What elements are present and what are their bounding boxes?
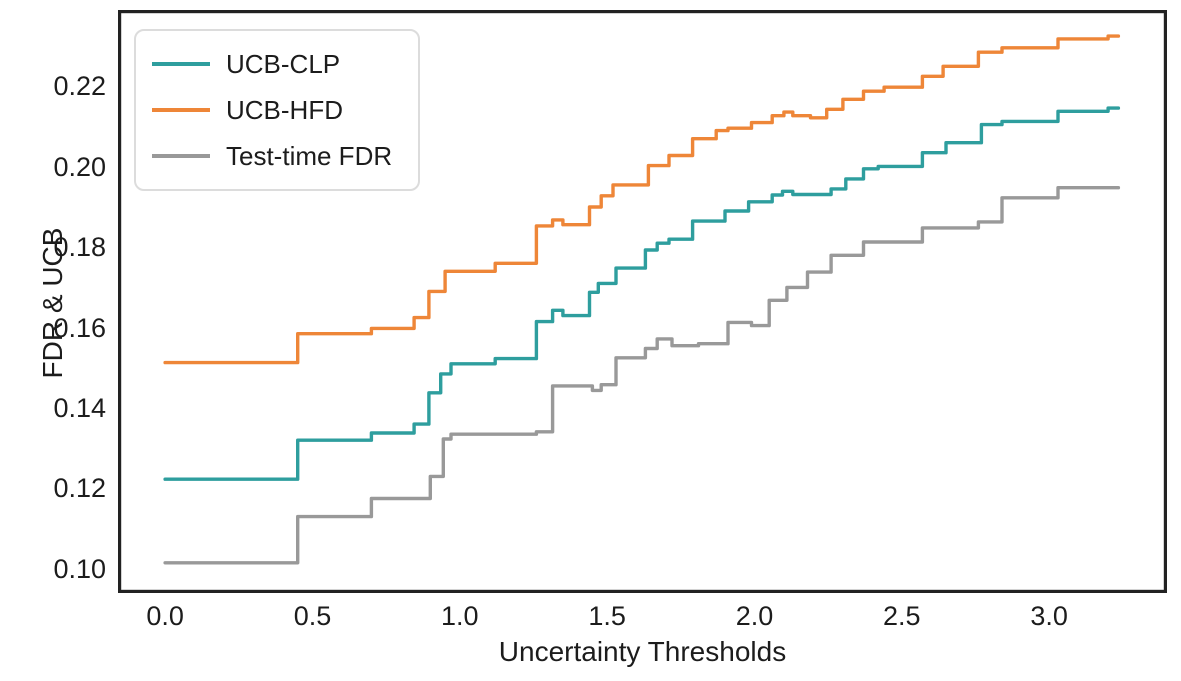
legend-item: Test-time FDR xyxy=(152,133,392,179)
legend-label: UCB-CLP xyxy=(226,48,341,79)
legend-label: Test-time FDR xyxy=(226,140,393,171)
series-line-ucb-clp xyxy=(163,106,1121,481)
legend-line-swatch xyxy=(152,154,210,158)
y-tick-label: 0.20 xyxy=(53,151,106,182)
chart-canvas xyxy=(118,10,1167,593)
legend-line-swatch xyxy=(152,108,210,112)
x-tick-label: 0.5 xyxy=(293,601,332,631)
y-tick-label: 0.14 xyxy=(53,393,106,424)
x-tick-label: 2.5 xyxy=(883,601,921,631)
x-tick-label: 1.0 xyxy=(441,601,479,631)
y-tick-label: 0.18 xyxy=(53,232,106,263)
series-line-test-time-fdr xyxy=(163,186,1121,565)
series-line-ucb-hfd xyxy=(163,34,1121,365)
x-tick-label: 1.5 xyxy=(588,601,626,631)
legend-item: UCB-CLP xyxy=(152,41,392,87)
y-tick-label: 0.22 xyxy=(53,71,106,102)
y-tick-label: 0.12 xyxy=(53,473,106,504)
legend-line-swatch xyxy=(152,62,210,66)
legend-item: UCB-HFD xyxy=(152,87,392,133)
x-axis-label: Uncertainty Thresholds xyxy=(498,636,787,667)
x-tick-label: 2.0 xyxy=(735,601,774,631)
x-tick-label: 0.0 xyxy=(146,601,184,631)
legend: UCB-CLP UCB-HFD Test-time FDR xyxy=(134,29,421,191)
legend-label: UCB-HFD xyxy=(226,94,343,125)
x-tick-label: 3.0 xyxy=(1030,601,1068,631)
y-tick-label: 0.16 xyxy=(53,312,106,343)
plot-area: UCB-CLP UCB-HFD Test-time FDR xyxy=(118,10,1167,593)
y-tick-label: 0.10 xyxy=(53,553,106,584)
axes-spines xyxy=(118,10,1167,593)
